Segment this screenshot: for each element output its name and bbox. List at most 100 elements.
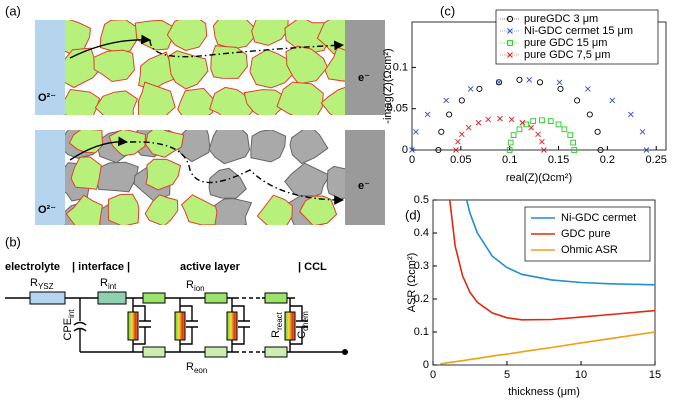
particle — [210, 45, 248, 79]
point — [508, 116, 515, 123]
x-tick-label: 0.2 — [600, 154, 615, 166]
electrolyte-block — [35, 130, 65, 225]
panel-label: (d) — [405, 207, 421, 222]
point — [526, 76, 533, 83]
collector-block — [345, 130, 385, 225]
legend-label: Ni-GDC cermet — [561, 212, 636, 224]
component-symbol: R — [30, 277, 38, 289]
circuit — [5, 291, 348, 358]
capacitor — [290, 305, 308, 345]
particle — [65, 47, 99, 89]
point — [585, 86, 591, 92]
point — [516, 76, 523, 83]
rc-element — [174, 311, 186, 341]
header: active layer — [180, 261, 241, 273]
point — [497, 115, 503, 122]
particle — [65, 88, 101, 115]
x-tick-label: 0 — [430, 369, 436, 381]
point — [495, 79, 502, 86]
point — [496, 79, 502, 86]
component-label: Reon — [186, 361, 207, 375]
point — [594, 128, 601, 135]
particle — [177, 87, 215, 115]
component-symbol: R — [100, 277, 108, 289]
x-tick-label: 0.25 — [646, 154, 667, 166]
panel-label: (c) — [440, 3, 455, 18]
particle — [213, 198, 253, 225]
point — [586, 111, 593, 118]
point — [510, 132, 517, 138]
point — [556, 79, 563, 86]
panel-label: (a) — [5, 3, 21, 18]
particle — [138, 51, 178, 90]
x-tick-label: 0.1 — [502, 154, 517, 166]
component-label: Rreact — [270, 311, 284, 338]
component-label: RYSZ — [30, 277, 54, 291]
panel-label: (b) — [5, 234, 21, 249]
particle — [145, 130, 185, 158]
point — [528, 124, 535, 131]
legend-label: Ohmic ASR — [561, 244, 618, 256]
ion-label: O²⁻ — [38, 92, 56, 104]
legend-marker — [506, 15, 514, 23]
ion-label: O²⁻ — [38, 204, 56, 216]
component-subscript: ion — [194, 284, 205, 293]
legend-box — [495, 9, 659, 65]
y-tick-label: 0.2 — [414, 293, 429, 305]
component-subscript: int — [67, 309, 76, 318]
component-subscript: chem — [301, 311, 310, 331]
point — [570, 139, 577, 146]
x-tick-label: 5 — [504, 369, 510, 381]
y-tick-label: 0.5 — [414, 194, 429, 206]
rc-element — [127, 311, 139, 341]
component-label: Rion — [186, 279, 205, 293]
ion-arrow — [69, 136, 128, 161]
particle — [208, 167, 247, 199]
point — [507, 139, 514, 146]
particle — [276, 81, 324, 115]
header: | interface | — [72, 261, 130, 273]
y-axis-label: -imag(Z)(Ωcm²) — [382, 48, 394, 123]
point — [465, 124, 472, 131]
particle — [137, 81, 176, 115]
y-tick-label: 0 — [423, 359, 429, 371]
point — [639, 129, 646, 135]
point — [567, 132, 574, 138]
particle — [250, 130, 287, 163]
particle — [180, 194, 218, 225]
component-symbol: R — [186, 361, 194, 373]
particle — [93, 49, 135, 83]
series-line — [440, 331, 655, 365]
y-tick-label: 0.05 — [387, 103, 408, 115]
point — [409, 147, 415, 153]
point — [609, 97, 616, 104]
point — [557, 85, 564, 92]
point — [643, 147, 650, 153]
component-label: CPEint — [62, 309, 76, 341]
particles-top — [65, 20, 345, 115]
component-subscript: react — [275, 311, 284, 330]
legend-label: Ni-GDC cermet 15 μm — [524, 25, 633, 37]
particle — [167, 50, 209, 90]
series-line — [465, 200, 655, 286]
x-axis-label: thickness (μm) — [508, 386, 580, 398]
point — [536, 79, 544, 86]
particle — [285, 45, 328, 85]
particle — [212, 20, 256, 50]
particle — [326, 165, 345, 201]
particle — [145, 158, 182, 191]
point — [443, 97, 450, 104]
point — [453, 147, 459, 153]
legend-marker — [507, 40, 513, 46]
point — [476, 85, 483, 92]
y-tick-label: 0.4 — [414, 227, 429, 239]
particle — [208, 86, 256, 115]
capacitor — [180, 305, 198, 345]
point — [597, 146, 604, 154]
particle — [324, 46, 345, 82]
electrolyte-block — [35, 20, 65, 115]
x-tick-label: 15 — [649, 369, 661, 381]
legend-label: pure GDC 15 μm — [524, 37, 607, 49]
legend-label: pureGDC 3 μm — [524, 13, 598, 25]
y-axis-label: ASR (Ωcm²) — [406, 253, 418, 313]
